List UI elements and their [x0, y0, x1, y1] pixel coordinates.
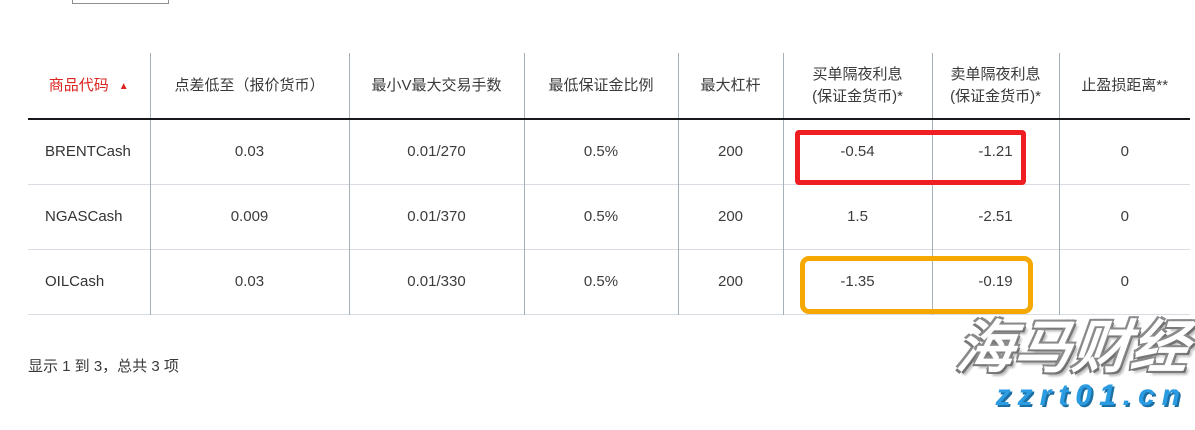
cell-margin: 0.5% — [523, 119, 678, 184]
table-row-ngascash: NGASCash 0.009 0.01/370 0.5% 200 1.5 -2.… — [28, 184, 1190, 249]
cell-leverage: 200 — [677, 184, 783, 249]
cell-stop-distance: 0 — [1058, 184, 1190, 249]
column-header-swap-long-line2: (保证金货币)* — [812, 87, 903, 105]
column-header-spread-label: 点差低至（报价货币） — [174, 76, 325, 94]
table-row-oilcash: OILCash 0.03 0.01/330 0.5% 200 -1.35 -0.… — [28, 249, 1190, 314]
cell-margin: 0.5% — [523, 184, 678, 249]
column-header-lots-label: 最小V最大交易手数 — [371, 76, 502, 94]
cell-margin: 0.5% — [523, 249, 678, 314]
column-header-stop-distance: 止盈损距离** — [1058, 53, 1190, 119]
column-header-margin: 最低保证金比例 — [523, 53, 678, 119]
column-header-swap-long: 买单隔夜利息 (保证金货币)* — [782, 53, 932, 119]
header-row: 商品代码 ▲ 点差低至（报价货币） 最小V最大交易手数 最低保证金比例 最大杠杆 … — [28, 53, 1190, 119]
cell-swap-long: -0.54 — [782, 119, 932, 184]
instrument-specs-table: 商品代码 ▲ 点差低至（报价货币） 最小V最大交易手数 最低保证金比例 最大杠杆 … — [28, 53, 1190, 315]
column-header-margin-label: 最低保证金比例 — [548, 76, 654, 94]
column-header-swap-short-line1: 卖单隔夜利息 — [950, 65, 1041, 83]
cell-lots: 0.01/370 — [348, 184, 524, 249]
cell-spread: 0.009 — [149, 184, 349, 249]
column-header-leverage-label: 最大杠杆 — [700, 76, 761, 94]
cell-swap-short: -0.19 — [931, 249, 1059, 314]
pagination-summary: 显示 1 到 3，总共 3 项 — [28, 358, 179, 375]
column-header-lots: 最小V最大交易手数 — [348, 53, 524, 119]
watermark-brand-text: 海马财经 — [953, 316, 1193, 380]
cell-swap-short: -2.51 — [931, 184, 1059, 249]
cell-spread: 0.03 — [149, 249, 349, 314]
cell-swap-long: 1.5 — [782, 184, 932, 249]
column-header-symbol-label: 商品代码 — [48, 76, 109, 94]
column-header-leverage: 最大杠杆 — [677, 53, 783, 119]
cell-symbol: OILCash — [45, 273, 105, 290]
column-header-symbol[interactable]: 商品代码 ▲ — [28, 53, 150, 119]
sort-asc-icon: ▲ — [118, 80, 129, 92]
watermark: 海马财经 zzrt01.cn — [953, 316, 1195, 412]
cell-spread: 0.03 — [149, 119, 349, 184]
table-row-brentcash: BRENTCash 0.03 0.01/270 0.5% 200 -0.54 -… — [28, 119, 1190, 184]
cell-lots: 0.01/330 — [348, 249, 524, 314]
cropped-top-button[interactable] — [72, 0, 169, 4]
cell-lots: 0.01/270 — [348, 119, 524, 184]
cell-symbol: BRENTCash — [45, 143, 131, 161]
column-header-swap-short: 卖单隔夜利息 (保证金货币)* — [931, 53, 1059, 119]
watermark-url-text: zzrt01.cn — [995, 379, 1187, 412]
cell-symbol: NGASCash — [45, 208, 123, 225]
cell-stop-distance: 0 — [1058, 119, 1190, 184]
cell-leverage: 200 — [677, 119, 783, 184]
column-header-stop-distance-label: 止盈损距离** — [1081, 76, 1169, 94]
cell-stop-distance: 0 — [1058, 249, 1190, 314]
column-header-swap-long-line1: 买单隔夜利息 — [812, 65, 903, 83]
cell-swap-short: -1.21 — [931, 119, 1059, 184]
cell-swap-long: -1.35 — [782, 249, 932, 314]
column-header-swap-short-line2: (保证金货币)* — [950, 87, 1041, 105]
column-header-spread: 点差低至（报价货币） — [149, 53, 349, 119]
cell-leverage: 200 — [677, 249, 783, 314]
